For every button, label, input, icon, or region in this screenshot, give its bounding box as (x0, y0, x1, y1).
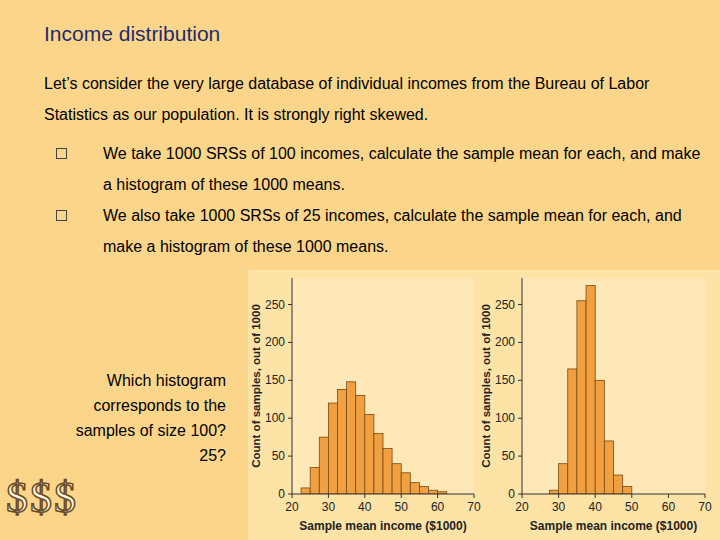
histogram-bar (429, 490, 438, 494)
x-tick-label: 60 (662, 500, 676, 514)
x-axis-title: Sample mean income ($1000) (530, 519, 697, 533)
x-tick-label: 30 (322, 500, 336, 514)
y-tick-label: 100 (495, 411, 515, 425)
bullet-box (56, 210, 67, 221)
y-tick-label: 0 (278, 487, 285, 501)
x-tick (705, 494, 706, 498)
y-tick-label: 50 (272, 449, 286, 463)
bullet-box (56, 148, 67, 159)
histogram-bar (614, 475, 623, 494)
histogram-bar (577, 301, 586, 494)
y-tick (288, 494, 292, 495)
x-tick (292, 494, 293, 498)
y-tick (518, 304, 522, 305)
x-tick (437, 494, 438, 498)
x-tick-label: 40 (589, 500, 603, 514)
histogram-chart: 0 50 100 150 200 250 20 30 40 50 60 70Sample mean i… (250, 278, 481, 533)
x-tick-label: 50 (625, 500, 639, 514)
histogram-bar (401, 473, 410, 494)
histogram-bar (374, 433, 383, 494)
bullet: We also take 1000 SRSs of 25 incomes, ca… (103, 200, 703, 262)
x-tick (558, 494, 559, 498)
y-tick (518, 494, 522, 495)
y-tick (288, 304, 292, 305)
histogram-bar (365, 414, 374, 494)
x-tick (364, 494, 365, 498)
x-tick-label: 20 (515, 500, 529, 514)
histogram-bar (623, 486, 632, 494)
y-axis-title: Count of samples, out of 1000 (250, 304, 262, 468)
y-tick (518, 342, 522, 343)
histogram-bar (549, 490, 558, 494)
y-tick-label: 50 (502, 449, 516, 463)
x-tick (631, 494, 632, 498)
x-tick-label: 40 (358, 500, 372, 514)
chart-panel (248, 270, 720, 540)
y-axis (292, 278, 293, 494)
question: Which histogram corresponds to the sampl… (56, 368, 226, 468)
y-tick (518, 418, 522, 419)
x-tick-label: 70 (467, 500, 481, 514)
title: Income distribution (44, 22, 220, 46)
histogram-bar (338, 389, 347, 494)
histogram-bar (347, 382, 356, 494)
histogram-chart: 0 50 100 150 200 250 20 30 40 50 60 70Sample mean i… (480, 278, 712, 533)
y-tick-label: 250 (265, 298, 285, 312)
bullet-text: We also take 1000 SRSs of 25 incomes, ca… (103, 207, 682, 255)
y-tick-label: 200 (265, 335, 285, 349)
y-axis-title: Count of samples, out of 1000 (480, 304, 492, 468)
y-tick (288, 380, 292, 381)
histogram-bar (604, 441, 613, 494)
histogram-bar (392, 464, 401, 494)
y-tick-label: 200 (495, 335, 515, 349)
x-tick-label: 70 (698, 500, 712, 514)
x-axis-title: Sample mean income ($1000) (299, 519, 466, 533)
y-tick (288, 342, 292, 343)
histogram-bar (410, 483, 419, 494)
histogram-bar (319, 437, 328, 494)
bars (301, 382, 447, 494)
histogram-bar (595, 380, 604, 494)
plot-area (522, 278, 705, 494)
y-tick-label: 100 (265, 411, 285, 425)
x-tick (474, 494, 475, 498)
histogram-bar (301, 488, 310, 494)
bullet-text: We take 1000 SRSs of 100 incomes, calcul… (103, 145, 700, 193)
x-axis (292, 494, 474, 495)
intro: Let’s consider the very large database o… (44, 68, 706, 130)
x-tick-label: 20 (285, 500, 299, 514)
histogram-bar (586, 286, 595, 494)
dollar-decoration: $$$ (6, 472, 78, 523)
charts: 050100150200250203040506070Sample mean i… (0, 0, 720, 540)
x-tick (401, 494, 402, 498)
bullet: We take 1000 SRSs of 100 incomes, calcul… (103, 138, 703, 200)
x-tick-label: 50 (395, 500, 409, 514)
histogram-bar (310, 467, 319, 494)
y-tick (518, 380, 522, 381)
x-tick (522, 494, 523, 498)
y-tick (288, 456, 292, 457)
histogram-bar (559, 464, 568, 494)
x-tick (595, 494, 596, 498)
y-tick-label: 0 (508, 487, 515, 501)
x-tick-label: 30 (552, 500, 566, 514)
histogram-bar (328, 403, 337, 494)
x-tick (328, 494, 329, 498)
x-axis (522, 494, 705, 495)
y-tick-label: 150 (495, 373, 515, 387)
plot-area (292, 278, 474, 494)
histogram-bar (419, 486, 428, 494)
y-tick (518, 456, 522, 457)
y-tick-label: 250 (495, 298, 515, 312)
histogram-bar (356, 395, 365, 494)
bars (549, 286, 631, 494)
x-tick-label: 60 (431, 500, 445, 514)
histogram-bar (568, 369, 577, 494)
y-axis (522, 278, 523, 494)
x-tick (668, 494, 669, 498)
y-tick-label: 150 (265, 373, 285, 387)
y-tick (288, 418, 292, 419)
histogram-bar (383, 449, 392, 494)
